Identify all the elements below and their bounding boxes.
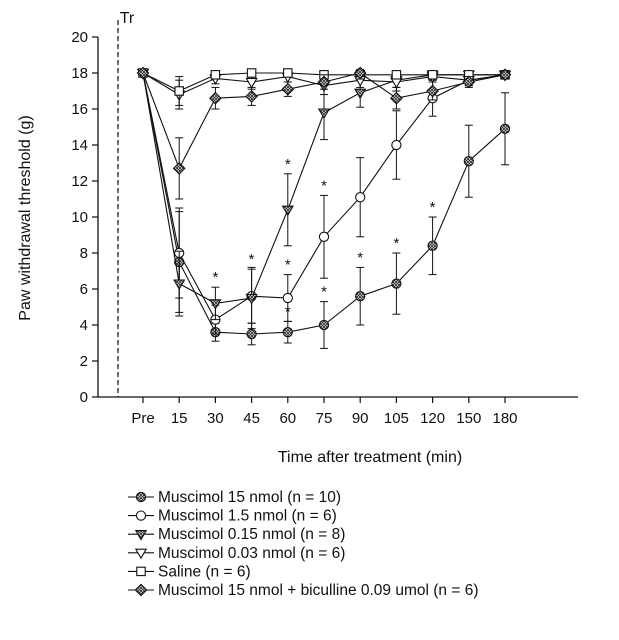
data-point [391, 70, 402, 80]
y-tick-label: 2 [80, 353, 88, 370]
y-axis-title: Paw withdrawal threshold (g) [17, 115, 34, 320]
data-point [246, 68, 257, 78]
y-tick-label: 18 [71, 65, 88, 82]
data-point [427, 70, 438, 80]
data-point [172, 162, 186, 175]
legend-marker [135, 491, 147, 503]
data-point [463, 156, 474, 167]
x-tick-label: 105 [384, 410, 409, 427]
data-point [391, 278, 402, 289]
data-point [283, 68, 293, 78]
data-point [498, 68, 512, 82]
data-point [318, 231, 330, 242]
legend-label: Saline (n = 6) [158, 563, 251, 580]
legend-marker [134, 548, 148, 560]
legend-marker [136, 566, 146, 577]
legend-item-5: Saline (n = 6) [128, 563, 251, 580]
legend-label: Muscimol 0.03 nmol (n = 6) [158, 545, 345, 562]
data-point [174, 86, 184, 96]
x-tick-label: 75 [316, 410, 333, 427]
legend-item-2: Muscimol 1.5 nmol (n = 6) [128, 508, 337, 525]
data-point [281, 82, 295, 96]
significance-star: * [212, 269, 218, 286]
legend-label: Muscimol 15 nmol (n = 10) [158, 489, 341, 506]
legend-item-1: Muscimol 15 nmol (n = 10) [128, 489, 341, 506]
data-point [426, 84, 439, 98]
y-tick-label: 16 [71, 101, 88, 118]
x-tick-label: Pre [131, 410, 154, 427]
data-point [355, 291, 366, 302]
data-point [355, 192, 366, 203]
significance-star: * [393, 235, 399, 252]
legend-marker [134, 530, 148, 541]
data-point [246, 328, 257, 340]
treatment-marker-label: Tr [120, 10, 135, 27]
legend-marker [135, 510, 147, 521]
y-tick-label: 0 [80, 389, 88, 406]
y-tick-label: 10 [71, 209, 88, 226]
data-point [209, 91, 222, 105]
significance-star: * [321, 177, 327, 194]
y-tick-label: 4 [80, 317, 88, 334]
data-point [173, 279, 186, 291]
legend-marker [134, 583, 148, 597]
data-point [245, 77, 258, 89]
data-point [245, 293, 258, 305]
data-point [390, 91, 403, 105]
data-point [136, 66, 150, 80]
series-6 [136, 66, 512, 200]
legend-item-6: Muscimol 15 nmol + biculline 0.09 umol (… [128, 582, 478, 599]
legend-label: Muscimol 1.5 nmol (n = 6) [158, 508, 337, 525]
x-tick-label: 150 [456, 410, 481, 427]
data-point [499, 123, 511, 134]
data-point [391, 139, 402, 151]
data-point [318, 319, 330, 331]
x-tick-label: 30 [207, 410, 224, 427]
significance-star: * [430, 199, 436, 216]
significance-star: * [249, 251, 255, 268]
data-point [282, 292, 293, 304]
legend-item-4: Muscimol 0.03 nmol (n = 6) [128, 545, 345, 562]
data-point [317, 75, 331, 89]
y-tick-label: 20 [71, 29, 88, 46]
data-point [210, 70, 221, 80]
x-tick-label: 15 [171, 410, 188, 427]
y-tick-label: 6 [80, 281, 88, 298]
data-point [390, 77, 403, 89]
y-tick-label: 8 [80, 245, 88, 262]
legend-label: Muscimol 15 nmol + biculline 0.09 umol (… [158, 582, 478, 599]
legend-item-3: Muscimol 0.15 nmol (n = 8) [128, 526, 345, 543]
significance-star: * [285, 257, 291, 274]
x-axis-title: Time after treatment (min) [278, 449, 462, 466]
data-point [209, 299, 222, 310]
data-point [282, 327, 293, 338]
plot-area: 0 2 4 6 8 10 12 14 16 18 20 Pre 15 30 45 60 75 90 105 120 15… [71, 20, 578, 427]
data-point [354, 88, 367, 100]
data-point [462, 75, 476, 89]
legend: Muscimol 15 nmol (n = 10) Muscimol 1.5 nm… [128, 489, 478, 599]
significance-star: * [357, 249, 363, 266]
x-tick-label: 180 [492, 410, 517, 427]
data-point [281, 205, 294, 217]
x-tick-label: 90 [352, 410, 369, 427]
x-tick-label: 45 [243, 410, 260, 427]
data-point [317, 108, 331, 120]
y-tick-label: 12 [71, 173, 88, 190]
significance-star: * [285, 156, 291, 173]
data-point [245, 90, 258, 103]
x-tick-label: 60 [279, 410, 296, 427]
data-point [427, 240, 438, 251]
x-tick-label: 120 [420, 410, 445, 427]
significance-star: * [321, 284, 327, 301]
legend-label: Muscimol 0.15 nmol (n = 8) [158, 526, 345, 543]
y-tick-label: 14 [71, 137, 88, 154]
data-point [353, 66, 367, 80]
